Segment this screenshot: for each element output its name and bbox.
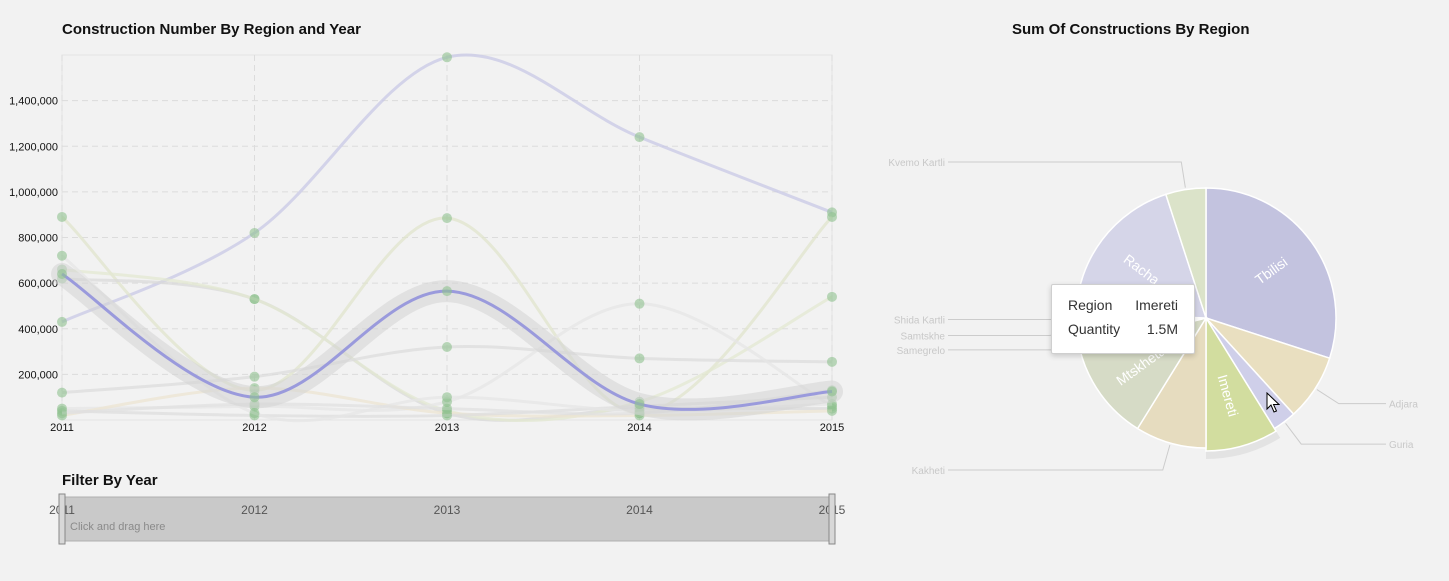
data-point[interactable] [57,316,67,327]
y-tick-label: 1,400,000 [9,96,58,108]
y-tick-label: 200,000 [18,369,58,381]
pie-leader-adjara [1316,389,1386,405]
pie-outer-label-kakheti: Kakheti [912,466,945,477]
data-point[interactable] [827,291,837,302]
x-tick-label: 2015 [820,422,844,434]
brush-handle-right[interactable] [828,493,836,545]
data-point[interactable] [249,408,260,419]
data-point[interactable] [827,405,837,416]
data-point[interactable] [634,353,645,364]
data-point[interactable] [827,356,837,367]
y-tick-label: 600,000 [18,278,58,290]
x-tick-label: 2014 [627,422,651,434]
pie-outer-label-samtskhe: Samtskhe [901,331,946,342]
data-point[interactable] [249,227,260,238]
pie-leader-guria [1285,423,1386,445]
tooltip-quantity-label: Quantity [1068,321,1121,337]
brush-handle-left[interactable] [58,493,66,545]
data-point[interactable] [442,52,452,63]
data-point[interactable] [442,286,452,297]
data-point[interactable] [442,213,452,224]
data-point[interactable] [249,294,260,305]
data-point[interactable] [827,386,837,397]
data-point[interactable] [57,250,67,261]
pie-tooltip: Region Imereti Quantity 1.5M [1051,284,1195,354]
filter-title: Filter By Year [62,472,158,489]
pie-chart-title: Sum Of Constructions By Region [1012,21,1250,38]
data-point[interactable] [442,403,452,414]
mouse-cursor-icon [1266,392,1280,413]
data-point[interactable] [249,392,260,403]
pie-outer-label-kvemo-kartli: Kvemo Kartli [889,158,945,169]
data-point[interactable] [634,399,645,410]
year-filter-brush[interactable]: 20112012201320142015Click and drag here [0,490,900,580]
x-tick-label: 2011 [50,422,74,434]
pie-outer-label-guria: Guria [1389,440,1414,451]
data-point[interactable] [827,211,837,222]
brush-selection[interactable] [61,496,833,542]
data-point[interactable] [249,371,260,382]
data-point[interactable] [57,211,67,222]
data-point[interactable] [634,298,645,309]
pie-slice-kvemo-kartli[interactable] [1164,187,1207,319]
pie-outer-label-shida-kartli: Shida Kartli [894,315,945,326]
y-tick-label: 400,000 [18,324,58,336]
pie-slice-tbilisi[interactable] [1205,187,1337,360]
data-point[interactable] [57,269,67,279]
brush-year-label: 2012 [241,503,268,517]
data-point[interactable] [57,408,67,419]
y-tick-label: 800,000 [18,233,58,245]
brush-year-label: 2014 [626,503,653,517]
x-tick-label: 2013 [435,422,459,434]
data-point[interactable] [442,392,452,403]
brush-year-label: 2013 [434,503,461,517]
x-tick-label: 2012 [242,422,266,434]
line-chart-title: Construction Number By Region and Year [62,21,361,38]
pie-leader-kvemo-kartli [948,161,1186,188]
tooltip-quantity-value: 1.5M [1146,321,1178,337]
pie-outer-label-adjara: Adjara [1389,400,1418,411]
tooltip-region-value: Imereti [1135,297,1178,313]
y-tick-label: 1,000,000 [9,187,58,199]
y-tick-label: 1,200,000 [9,141,58,153]
line-chart[interactable]: 200,000 400,000 600,000 800,000 1,000,000 1,2… [0,0,900,450]
data-point[interactable] [442,410,452,421]
brush-hint: Click and drag here [70,521,165,533]
data-point[interactable] [634,132,645,143]
pie-slice-imereti[interactable] [1205,315,1278,452]
pie-leader-kakheti [948,444,1171,471]
data-point[interactable] [442,342,452,352]
tooltip-region-label: Region [1068,297,1113,313]
data-point[interactable] [57,387,67,398]
pie-outer-label-samegrelo: Samegrelo [897,346,946,357]
